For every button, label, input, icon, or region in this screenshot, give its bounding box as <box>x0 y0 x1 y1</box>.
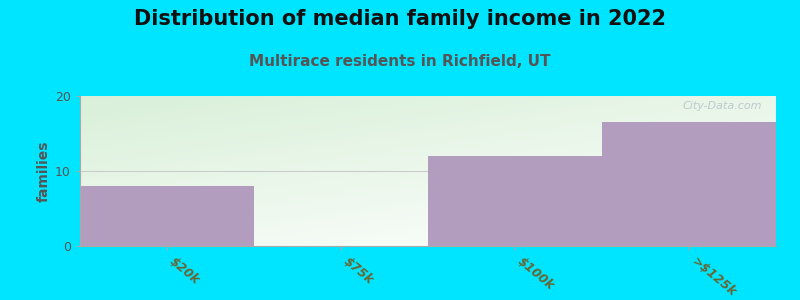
Y-axis label: families: families <box>37 140 51 202</box>
Bar <box>428 156 602 246</box>
Text: City-Data.com: City-Data.com <box>682 100 762 110</box>
Text: Distribution of median family income in 2022: Distribution of median family income in … <box>134 9 666 29</box>
Bar <box>80 186 254 246</box>
Text: Multirace residents in Richfield, UT: Multirace residents in Richfield, UT <box>250 54 550 69</box>
Bar <box>602 122 776 246</box>
